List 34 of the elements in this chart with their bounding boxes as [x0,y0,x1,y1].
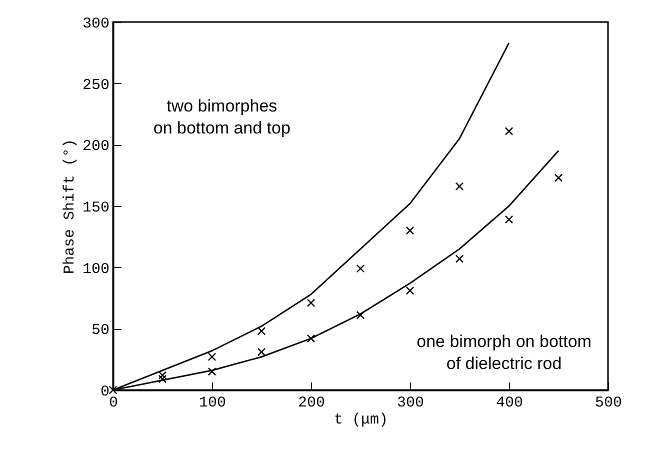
point [257,326,266,336]
x-axis-title: t (μm) [334,412,388,428]
y-axis-title: Phase Shift (°) [61,138,78,274]
point [158,371,167,380]
point [306,298,316,308]
annotation: two bimorphes on bottom and top [153,96,290,138]
point [504,215,514,224]
y-tick-label: 150 [82,200,110,216]
y-tick-label: 250 [82,76,110,94]
y-tick-label: 100 [82,260,110,278]
point [554,174,563,182]
x-tick-label: 300 [396,394,424,412]
point [356,310,365,320]
point [208,352,216,362]
point [158,374,167,384]
x-tick-label: 400 [496,394,524,412]
point [406,226,414,235]
x-tick-label: 100 [198,394,226,412]
point [306,334,316,343]
y-tick-label: 0 [100,384,110,400]
point [108,386,118,394]
y-tick-label: 200 [82,138,110,156]
annotation: one bimorph on bottom of dielectric rod [416,332,592,374]
point [208,367,216,376]
y-tick-label: 300 [82,16,110,32]
point [504,126,514,136]
x-tick-label: 500 [594,394,622,412]
x-tick-label: 200 [298,394,326,412]
point [406,286,414,295]
point [455,182,464,191]
point [455,254,464,263]
y-tick-label: 50 [91,322,110,340]
point [257,348,266,356]
point [356,264,365,273]
